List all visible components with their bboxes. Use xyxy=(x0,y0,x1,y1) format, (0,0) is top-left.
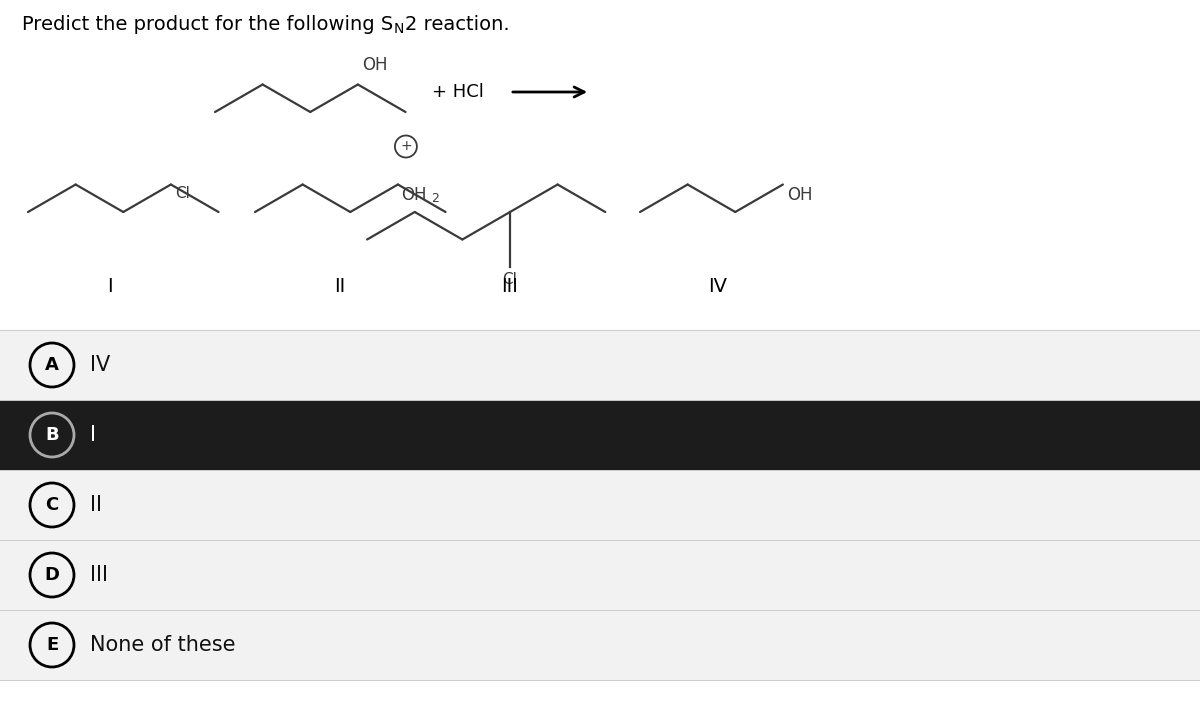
Text: D: D xyxy=(44,566,60,584)
Text: None of these: None of these xyxy=(90,635,235,655)
Text: Cl: Cl xyxy=(175,187,190,201)
Text: III: III xyxy=(90,565,108,585)
Text: + HCl: + HCl xyxy=(432,83,484,101)
Text: I: I xyxy=(90,425,96,445)
Text: OH: OH xyxy=(787,187,812,204)
Bar xyxy=(0,610,1200,680)
Bar xyxy=(0,470,1200,540)
Text: IV: IV xyxy=(708,277,727,296)
Text: E: E xyxy=(46,636,58,654)
Text: 2: 2 xyxy=(431,192,439,206)
Text: Predict the product for the following S: Predict the product for the following S xyxy=(22,15,394,34)
Text: 2 reaction.: 2 reaction. xyxy=(406,15,510,34)
Text: III: III xyxy=(502,277,518,296)
Text: N: N xyxy=(394,22,404,36)
Text: II: II xyxy=(335,277,346,296)
Text: OH: OH xyxy=(401,187,426,204)
Text: II: II xyxy=(90,495,102,515)
Bar xyxy=(0,540,1200,610)
Bar xyxy=(0,400,1200,470)
Text: IV: IV xyxy=(90,355,110,375)
Text: +: + xyxy=(400,140,412,154)
Text: C: C xyxy=(46,496,59,514)
Text: Cl: Cl xyxy=(503,272,517,287)
Text: B: B xyxy=(46,426,59,444)
Bar xyxy=(0,330,1200,400)
Text: A: A xyxy=(46,356,59,374)
Text: OH: OH xyxy=(362,56,388,74)
Text: I: I xyxy=(107,277,113,296)
